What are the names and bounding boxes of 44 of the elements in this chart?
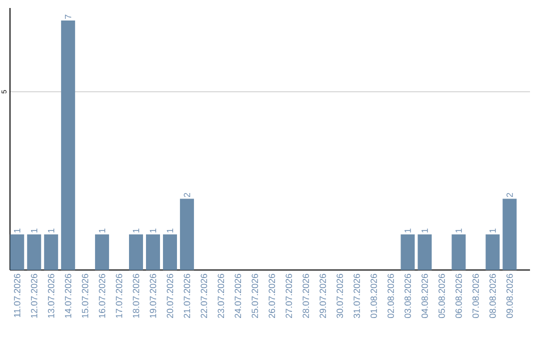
data-label: 2 [506, 192, 513, 198]
x-tick-label: 07.08.2026 [472, 274, 479, 318]
data-label: 1 [98, 228, 106, 232]
data-label: 7 [64, 14, 72, 19]
x-tick-label: 04.08.2026 [422, 274, 428, 318]
x-tick-label: 31.07.2026 [354, 274, 360, 318]
data-label: 1 [150, 228, 156, 232]
x-tick-label: 20.07.2026 [166, 274, 174, 318]
data-label: 2 [184, 192, 190, 198]
x-tick-label: 12.07.2026 [30, 274, 38, 318]
x-tick-label: 14.07.2026 [64, 274, 72, 318]
x-tick-label: 15.07.2026 [82, 274, 88, 318]
x-tick-label: 29.07.2026 [320, 274, 326, 318]
x-tick-label: 23.07.2026 [218, 274, 224, 318]
data-label: 1 [456, 228, 462, 232]
data-label: 1 [14, 228, 20, 232]
x-tick-label: 18.07.2026 [132, 274, 140, 318]
x-tick-label: 06.08.2026 [456, 274, 462, 318]
data-label: 1 [31, 228, 38, 232]
x-tick-label: 13.07.2026 [48, 274, 54, 318]
data-label: 1 [48, 228, 54, 232]
x-tick-label: 01.08.2026 [370, 274, 377, 318]
x-tick-label: 02.08.2026 [388, 274, 394, 318]
data-label: 1 [166, 228, 174, 232]
x-tick-label: 11.07.2026 [14, 274, 20, 318]
x-tick-label: 03.08.2026 [404, 274, 411, 318]
x-tick-label: 16.07.2026 [98, 274, 106, 318]
x-tick-label: 30.07.2026 [336, 274, 343, 318]
x-tick-label: 26.07.2026 [268, 274, 276, 318]
x-tick-label: 24.07.2026 [234, 274, 242, 318]
x-tick-label: 22.07.2026 [200, 274, 208, 318]
x-tick-label: 08.08.2026 [489, 274, 496, 318]
x-tick-label: 17.07.2026 [116, 274, 122, 318]
x-tick-label: 19.07.2026 [150, 274, 156, 318]
data-label: 1 [422, 228, 428, 232]
data-label: 1 [490, 228, 496, 232]
x-tick-label: 21.07.2026 [184, 274, 190, 318]
data-label: 1 [132, 228, 140, 232]
x-tick-label: 09.08.2026 [506, 274, 513, 318]
data-label: 1 [404, 228, 411, 232]
x-tick-label: 25.07.2026 [252, 274, 258, 318]
x-tick-label: 27.07.2026 [286, 274, 292, 318]
x-tick-label: 05.08.2026 [438, 274, 445, 318]
x-tick-label: 28.07.2026 [302, 274, 310, 318]
